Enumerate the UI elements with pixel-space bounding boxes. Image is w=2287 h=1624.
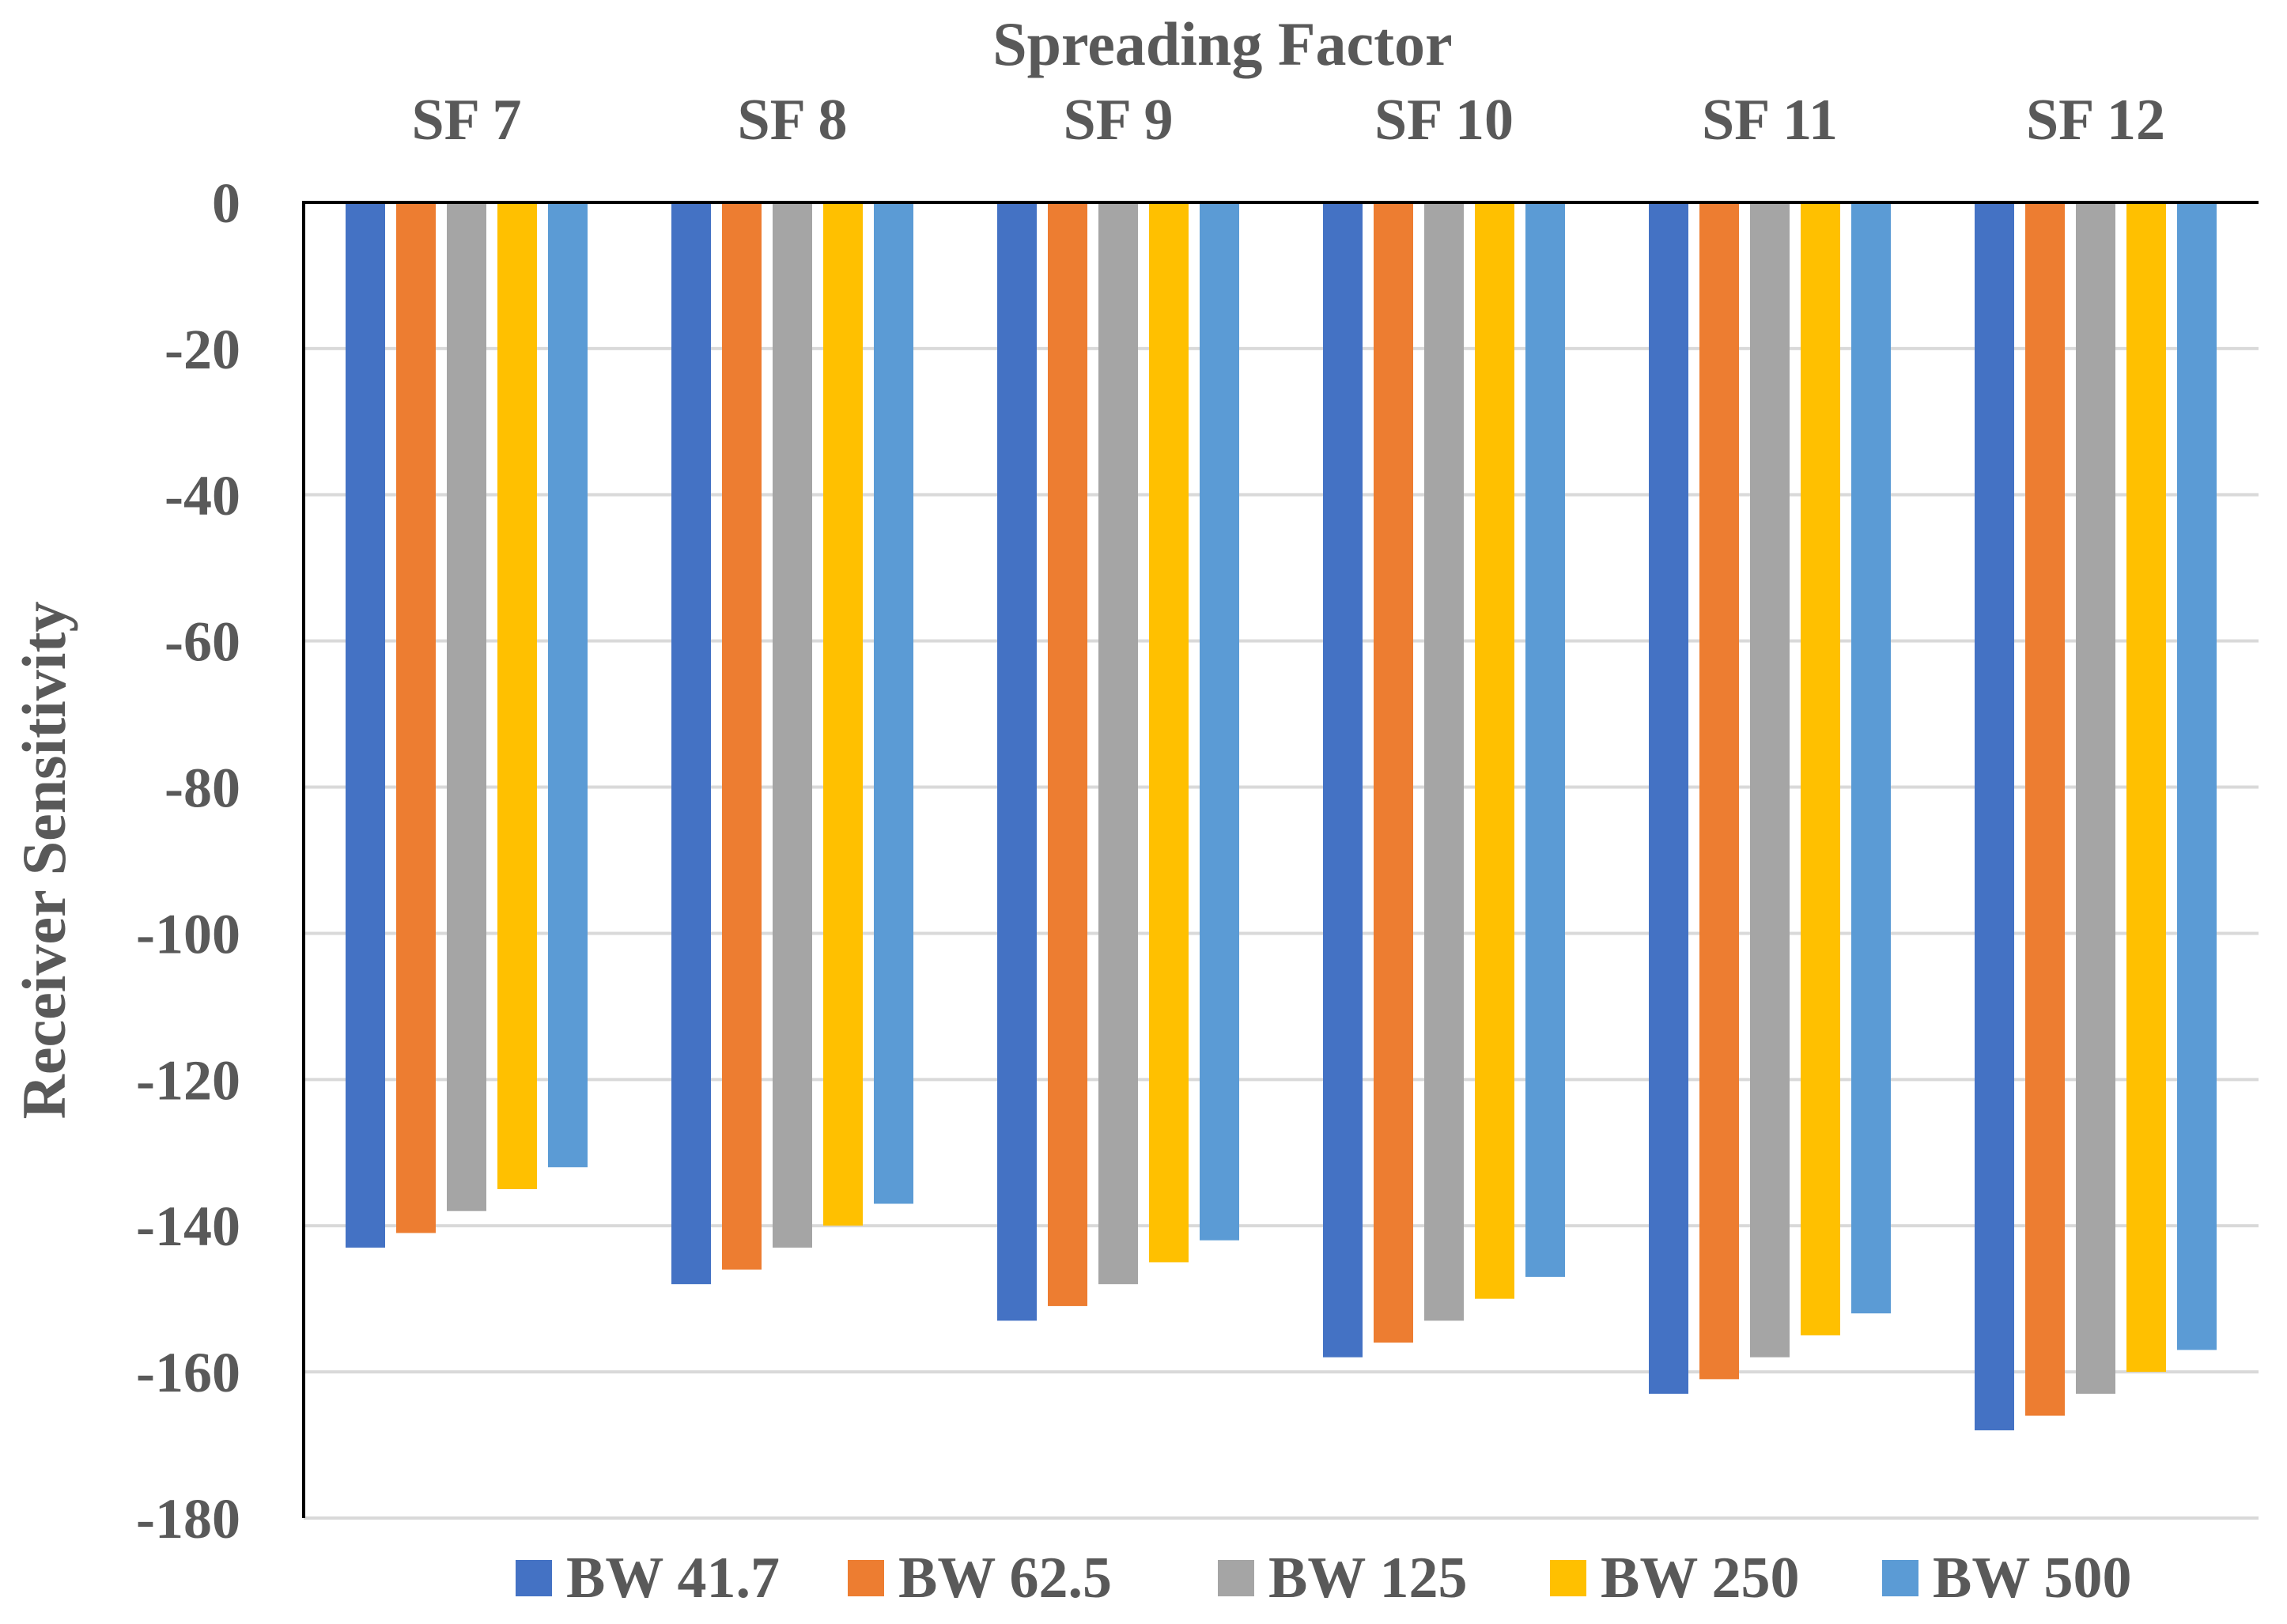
bar — [2025, 202, 2065, 1416]
legend-swatch — [516, 1560, 552, 1596]
bar — [1699, 202, 1739, 1380]
legend-label: BW 500 — [1933, 1546, 2132, 1611]
legend-swatch — [848, 1560, 884, 1596]
gridlines — [304, 346, 2259, 1520]
bar — [548, 202, 588, 1168]
bar — [1975, 202, 2014, 1431]
category-labels: SF 7 SF 8 SF 9 SF 10 SF 11 SF 12 — [411, 88, 2165, 153]
category-label: SF 9 — [1063, 88, 1173, 153]
legend-swatch — [1218, 1560, 1254, 1596]
bar — [671, 202, 711, 1285]
bar — [1323, 202, 1363, 1358]
legend-label: BW 62.5 — [898, 1546, 1112, 1611]
bar — [1525, 202, 1565, 1277]
bar — [1374, 202, 1413, 1343]
bar — [396, 202, 436, 1233]
x-axis-title: Spreading Factor — [992, 9, 1452, 78]
category-label: SF 8 — [737, 88, 847, 153]
bar — [823, 202, 863, 1226]
bar — [2076, 202, 2115, 1394]
bars — [346, 202, 2217, 1431]
y-tick-label: 0 — [212, 172, 240, 235]
bar — [346, 202, 385, 1248]
bar — [997, 202, 1037, 1321]
y-tick-label: -140 — [136, 1195, 240, 1258]
y-tick-label: -160 — [136, 1341, 240, 1404]
y-tick-label: -80 — [164, 757, 240, 820]
category-label: SF 11 — [1702, 88, 1838, 153]
bar — [1424, 202, 1464, 1321]
bar — [1048, 202, 1087, 1306]
category-label: SF 7 — [411, 88, 521, 153]
bar — [447, 202, 486, 1211]
bar — [1149, 202, 1189, 1263]
bar — [2126, 202, 2166, 1373]
legend-swatch — [1882, 1560, 1918, 1596]
bar — [497, 202, 537, 1189]
category-label: SF 12 — [2026, 88, 2165, 153]
bar — [1649, 202, 1688, 1394]
y-tick-label: -20 — [164, 318, 240, 381]
y-tick-labels: 0 -20 -40 -60 -80 -100 -120 -140 -160 -180 — [136, 172, 240, 1550]
category-label: SF 10 — [1374, 88, 1514, 153]
bar — [1098, 202, 1138, 1285]
legend-label: BW 125 — [1268, 1546, 1468, 1611]
y-tick-label: -40 — [164, 464, 240, 527]
bar — [1750, 202, 1790, 1358]
legend-label: BW 41.7 — [566, 1546, 780, 1611]
axes — [302, 201, 2259, 1518]
legend: BW 41.7 BW 62.5 BW 125 BW 250 BW 500 — [516, 1546, 2132, 1611]
y-tick-label: -60 — [164, 610, 240, 674]
bar — [1801, 202, 1840, 1335]
legend-label: BW 250 — [1601, 1546, 1800, 1611]
bar — [1200, 202, 1239, 1241]
y-tick-label: -180 — [136, 1487, 240, 1550]
bar — [773, 202, 812, 1248]
bar — [874, 202, 913, 1204]
bar — [1475, 202, 1514, 1299]
bar — [722, 202, 762, 1270]
bar — [1851, 202, 1891, 1314]
y-tick-label: -120 — [136, 1048, 240, 1112]
y-tick-label: -100 — [136, 902, 240, 965]
y-axis-title: Receiver Sensitivity — [9, 602, 78, 1120]
bar — [2177, 202, 2217, 1350]
legend-swatch — [1550, 1560, 1586, 1596]
